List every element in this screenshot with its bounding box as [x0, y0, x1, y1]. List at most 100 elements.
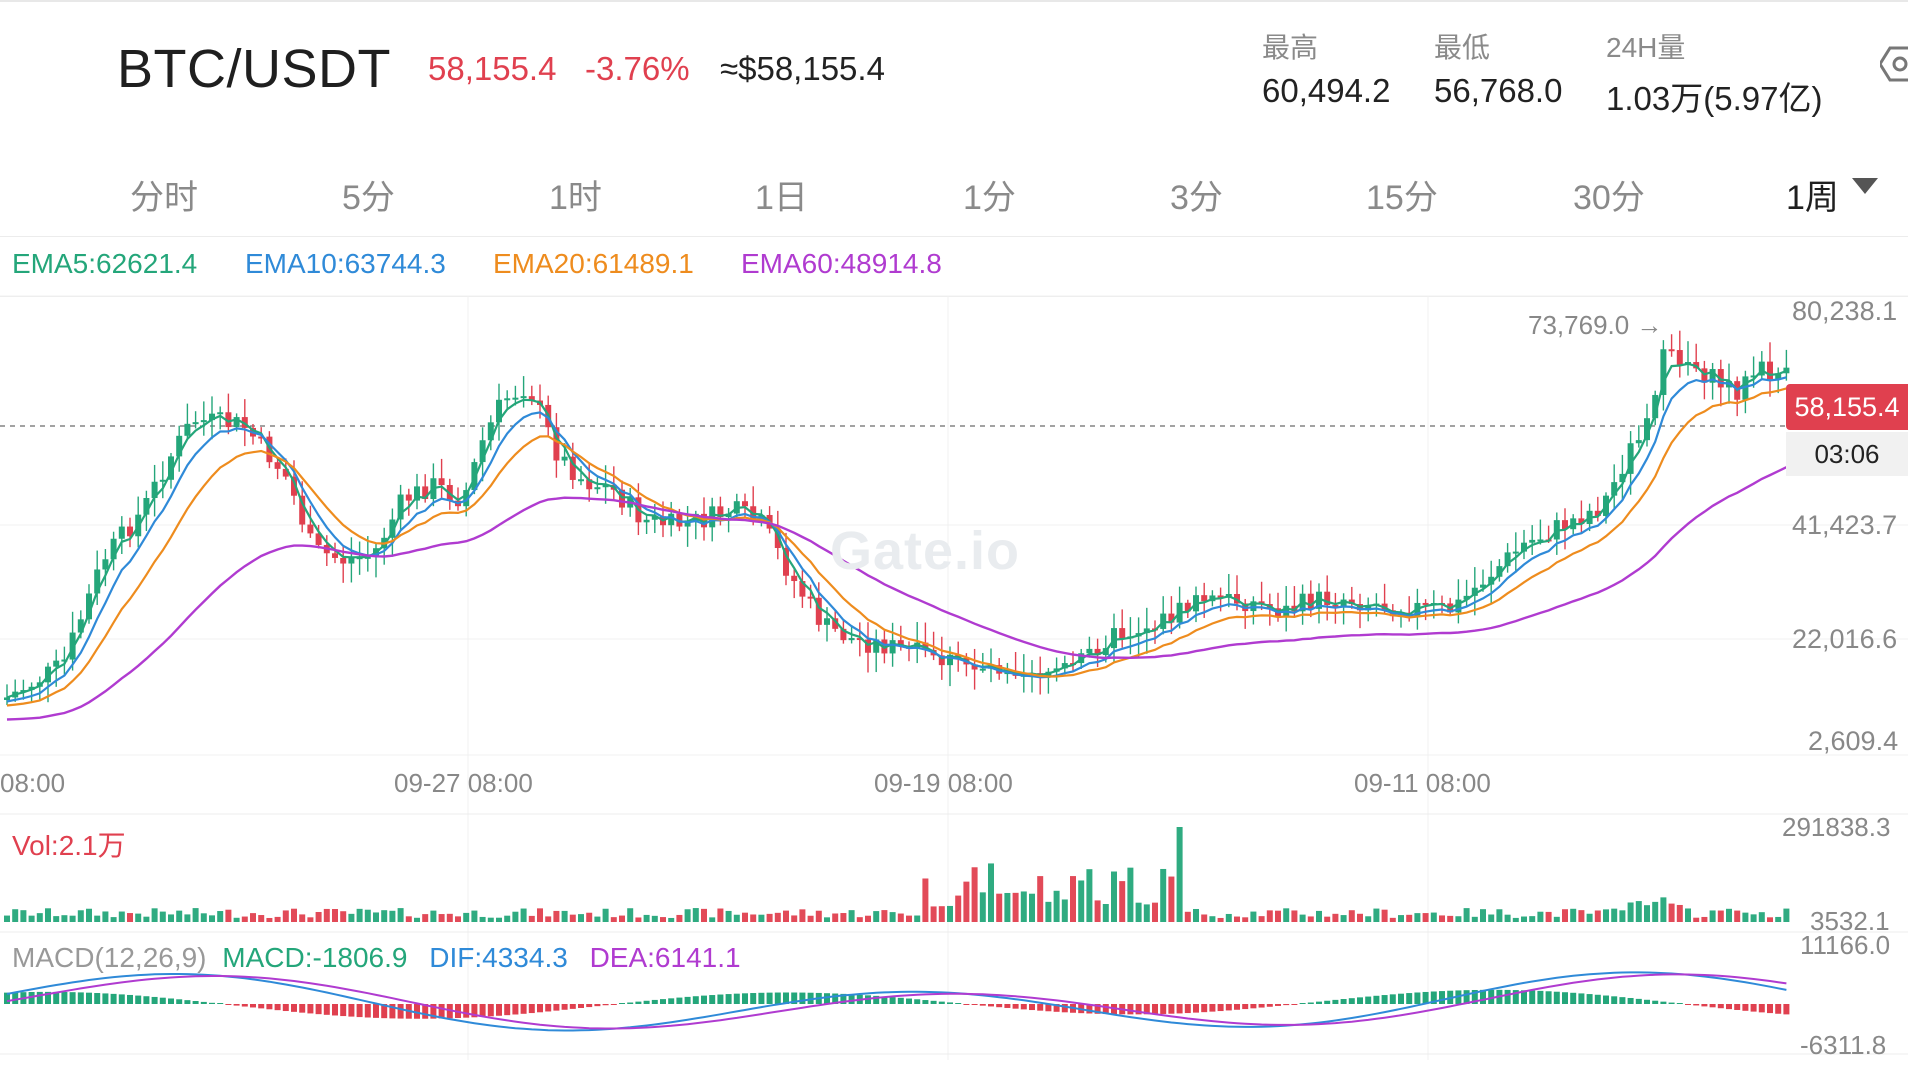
candle-body — [192, 422, 199, 425]
macd-histogram-bar — [619, 1003, 625, 1004]
volume-bar — [258, 915, 265, 922]
macd-histogram-bar — [873, 995, 880, 1004]
volume-bar — [1357, 913, 1363, 922]
tab-5min[interactable]: 5分 — [342, 179, 395, 217]
candle-body — [53, 660, 60, 667]
volume-bar — [1307, 916, 1314, 922]
candle-body — [979, 668, 986, 671]
macd-histogram-bar — [1480, 989, 1486, 1004]
macd-histogram-bar — [1783, 1004, 1790, 1015]
macd-histogram-bar — [12, 992, 19, 1004]
macd-value: MACD:-1806.9 — [222, 942, 408, 973]
macd-histogram-bar — [955, 1003, 962, 1004]
macd-histogram-bar — [1061, 1004, 1068, 1013]
tabs-divider — [0, 236, 1908, 237]
volume-bar — [356, 908, 363, 922]
tab-timeline[interactable]: 分时 — [130, 179, 198, 217]
candle-body — [1594, 510, 1601, 516]
macd-histogram-bar — [1537, 990, 1544, 1004]
tab-1min[interactable]: 1分 — [963, 179, 1016, 217]
settings-icon[interactable] — [1880, 44, 1908, 84]
macd-title: MACD(12,26,9) — [12, 942, 207, 973]
macd-histogram-bar — [1127, 1004, 1134, 1015]
candle-body — [1365, 605, 1372, 611]
volume-bar — [1102, 904, 1109, 922]
low-value: 56,768.0 — [1434, 72, 1563, 109]
y-axis-label-min: 2,609.4 — [1808, 726, 1899, 756]
volume-bar — [36, 913, 43, 922]
tab-30min[interactable]: 30分 — [1573, 179, 1645, 217]
volume-bar — [53, 916, 60, 922]
candle-body — [102, 559, 109, 570]
volume-bar — [930, 906, 937, 922]
candle-body — [717, 506, 724, 518]
volume-bar — [1193, 908, 1199, 922]
current-price-tag[interactable]: 58,155.4 — [1786, 384, 1908, 430]
candle-body — [159, 479, 166, 482]
candle-body — [1742, 376, 1749, 400]
macd-histogram-bar — [1578, 993, 1585, 1004]
volume-bar — [938, 906, 945, 922]
volume-bar — [86, 908, 92, 922]
y-axis-label-3: 22,016.6 — [1792, 624, 1898, 654]
volume-bar — [1521, 916, 1527, 922]
chevron-down-icon[interactable] — [1852, 178, 1878, 194]
macd-histogram-bar — [496, 1004, 502, 1016]
volume-bar — [1603, 909, 1609, 922]
candle-body — [783, 548, 789, 576]
macd-histogram-bar — [1701, 1004, 1708, 1007]
volume-bar — [627, 908, 634, 922]
macd-histogram-bar — [1373, 995, 1380, 1004]
volume-bar — [282, 910, 289, 922]
volume-bar — [12, 909, 19, 922]
macd-histogram-bar — [1594, 994, 1601, 1004]
macd-histogram-bar — [684, 996, 691, 1004]
volume-bar — [1463, 908, 1470, 922]
macd-histogram-bar — [1250, 1004, 1257, 1009]
tab-1week[interactable]: 1周 — [1786, 179, 1839, 217]
tab-1day[interactable]: 1日 — [755, 179, 808, 217]
volume-bar — [422, 914, 429, 922]
candle-body — [299, 495, 306, 525]
macd-histogram-bar — [127, 994, 133, 1004]
price-change-percent: -3.76% — [585, 50, 690, 87]
ema60-label: EMA60:48914.8 — [741, 248, 942, 279]
macd-histogram-bar — [373, 1004, 379, 1018]
volume-bar — [988, 863, 994, 922]
volume-bar — [1758, 912, 1765, 922]
macd-histogram-bar — [241, 1004, 248, 1007]
volume-bar — [159, 911, 166, 922]
macd-histogram-bar — [45, 991, 51, 1004]
macd-histogram-bar — [307, 1004, 314, 1014]
macd-histogram-bar — [381, 1004, 388, 1019]
candle-body — [4, 697, 10, 700]
volume-bar — [4, 915, 10, 922]
candle-body — [291, 476, 297, 496]
candle-body — [414, 486, 420, 501]
volume-bar — [381, 910, 388, 922]
macd-histogram-bar — [1430, 991, 1437, 1004]
candle-body — [1611, 482, 1618, 496]
volume-bar — [783, 910, 789, 922]
candle-body — [233, 417, 240, 428]
candle-body — [602, 484, 609, 488]
candle-body — [1668, 349, 1675, 352]
macd-histogram-bar — [176, 999, 183, 1004]
tab-15min[interactable]: 15分 — [1366, 179, 1438, 217]
volume-bar — [1053, 890, 1060, 922]
macd-histogram-bar — [963, 1004, 970, 1005]
volume-max-label: 291838.3 — [1782, 812, 1891, 842]
macd-histogram-bar — [1037, 1004, 1044, 1011]
macd-histogram-bar — [979, 1004, 986, 1006]
candle-body — [1168, 613, 1175, 623]
pair-title[interactable]: BTC/USDT — [117, 39, 391, 99]
volume-bar — [528, 915, 535, 922]
candle-body — [1758, 361, 1765, 376]
candle-body — [1512, 551, 1519, 554]
tab-3min[interactable]: 3分 — [1170, 179, 1223, 217]
tab-1hour[interactable]: 1时 — [549, 179, 602, 217]
volume-bar — [1693, 917, 1700, 922]
macd-histogram-bar — [1644, 999, 1650, 1004]
candle-countdown: 03:06 — [1786, 432, 1908, 476]
